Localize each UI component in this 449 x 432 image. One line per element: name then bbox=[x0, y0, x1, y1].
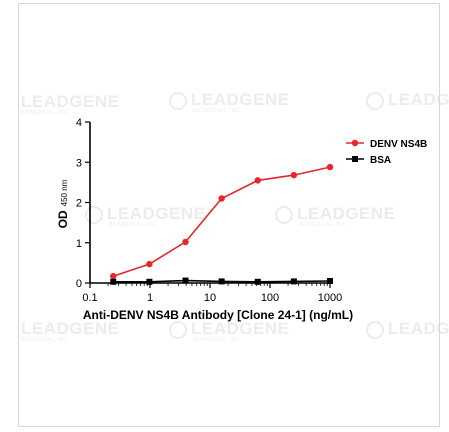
data-point bbox=[327, 277, 333, 284]
data-point bbox=[110, 272, 117, 280]
y-tick-label: 2 bbox=[76, 198, 82, 210]
watermark-logo-icon bbox=[366, 320, 384, 339]
data-point bbox=[146, 260, 153, 268]
y-tick-label: 3 bbox=[76, 157, 82, 169]
data-point bbox=[218, 278, 225, 285]
data-point bbox=[182, 238, 189, 246]
y-axis-title: OD 450 nm bbox=[56, 179, 70, 228]
y-tick-label: 0 bbox=[76, 278, 82, 290]
legend-label: BSA bbox=[370, 155, 391, 166]
data-point bbox=[146, 278, 153, 285]
legend-marker bbox=[352, 156, 358, 162]
watermark-logo-icon bbox=[366, 91, 384, 110]
data-point bbox=[290, 171, 298, 179]
watermark: LEADGENE BIOMEDICAL, INC. bbox=[21, 319, 120, 343]
watermark: LEADGENE BIOMEDICAL, INC. bbox=[169, 319, 289, 343]
watermark-logo-icon bbox=[275, 205, 293, 224]
x-tick-label: 1000 bbox=[318, 292, 342, 304]
x-axis-title: Anti-DENV NS4B Antibody [Clone 24-1] (ng… bbox=[83, 308, 353, 322]
y-axis-title-main: OD bbox=[56, 210, 70, 228]
data-point bbox=[290, 278, 297, 285]
series-layer bbox=[110, 163, 334, 285]
y-axis-title-sub: 450 nm bbox=[60, 179, 69, 206]
watermark-logo-icon bbox=[169, 91, 187, 110]
watermark-logo-icon bbox=[85, 205, 103, 224]
x-tick-label: 10 bbox=[204, 292, 216, 304]
watermark: LEADGENE bbox=[366, 90, 449, 110]
data-point bbox=[218, 195, 225, 202]
watermark: LEADGENE BIOMEDICAL, INC. bbox=[85, 204, 205, 228]
watermark-logo-icon bbox=[169, 320, 187, 339]
data-point bbox=[326, 163, 334, 171]
legend-marker bbox=[351, 139, 359, 147]
watermark: LEADGENE BIOMEDICAL, INC. bbox=[21, 92, 120, 116]
x-tick-label: 0.1 bbox=[82, 292, 97, 304]
watermark: LEADGENE BIOMEDICAL, INC. bbox=[275, 204, 395, 228]
data-point bbox=[254, 177, 261, 184]
legend-label: DENV NS4B bbox=[370, 139, 427, 150]
series-line bbox=[112, 166, 331, 277]
axes: 0 1 2 3 4 0.1 1 10 100 1000 bbox=[76, 117, 342, 304]
data-point bbox=[182, 277, 189, 284]
legend: DENV NS4B BSA bbox=[346, 139, 427, 166]
chart-frame: LEADGENE BIOMEDICAL, INC. LEADGENE BIOME… bbox=[18, 3, 449, 427]
data-point bbox=[254, 278, 261, 285]
data-point bbox=[110, 278, 117, 285]
watermark: LEADGENE BIOMEDICAL, INC. bbox=[169, 90, 289, 114]
y-tick-label: 4 bbox=[76, 117, 82, 129]
y-tick-label: 1 bbox=[76, 238, 82, 250]
x-tick-label: 1 bbox=[147, 292, 153, 304]
x-tick-label: 100 bbox=[261, 292, 279, 304]
watermark: LEADGENE bbox=[366, 319, 449, 339]
